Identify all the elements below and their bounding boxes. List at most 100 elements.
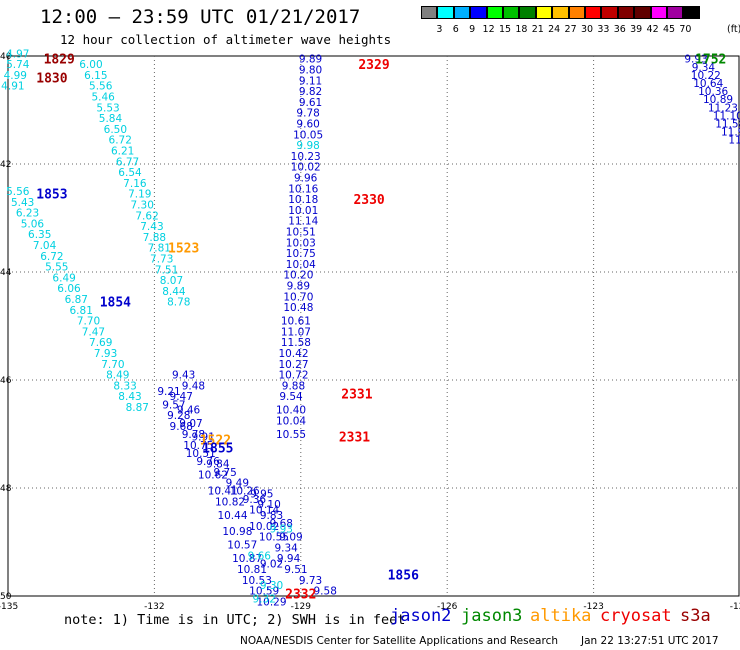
legend-altika: altika (530, 606, 592, 626)
pass-time-label: 1829 (44, 53, 75, 68)
wave-height-value: 6.81 (70, 305, 93, 317)
wave-height-value: 10.61 (281, 316, 311, 328)
wave-height-value: 10.22 (691, 70, 721, 82)
wave-height-value: 9.83 (260, 510, 283, 522)
wave-height-value: 7.69 (89, 337, 112, 349)
legend-cryosat: cryosat (600, 606, 672, 626)
wave-height-value: 9.54 (279, 391, 303, 403)
wave-height-value: 6.54 (118, 167, 142, 179)
note-text: note: 1) Time is in UTC; 2) SWH is in fe… (64, 612, 406, 628)
wave-height-value: 11.23 (708, 102, 738, 114)
lon-label: -123 (583, 602, 603, 612)
wave-height-value: 5.46 (91, 92, 115, 104)
wave-height-value: 9.89 (299, 54, 322, 66)
wave-height-value: 10.51 (186, 448, 216, 460)
lon-label: -129 (291, 602, 312, 612)
wave-height-value: 9.49 (226, 478, 249, 490)
wave-height-value: 5.56 (6, 186, 30, 198)
wave-height-value: 8.44 (162, 286, 186, 298)
wave-height-value: 5.06 (21, 218, 45, 230)
wave-height-value: 10.16 (288, 183, 318, 195)
colorbar-swatch (634, 6, 651, 19)
colorbar-tick: 3 (436, 24, 443, 35)
colorbar-swatch (585, 6, 602, 19)
wave-height-value: 6.77 (116, 156, 139, 168)
wave-height-value: 10.36 (698, 86, 728, 98)
wave-height-value: 4.99 (4, 70, 27, 82)
lat-label: 44 (0, 268, 12, 278)
wave-height-value: 7.81 (148, 243, 171, 255)
wave-height-value: 5.53 (96, 102, 119, 114)
wave-height-value: 9.68 (270, 518, 293, 530)
wave-height-value: 11.07 (281, 326, 311, 338)
wave-height-value: 10.62 (198, 470, 228, 482)
legend-s3a: s3a (680, 606, 711, 626)
colorbar-swatch (667, 6, 684, 19)
wave-height-value: 9.57 (162, 399, 185, 411)
pass-time-label: 2329 (358, 58, 389, 73)
wave-height-value: 6.50 (104, 124, 127, 136)
wave-height-value: 9.48 (182, 380, 205, 392)
wave-height-value: 9.76 (196, 456, 220, 468)
colorbar-tick: 6 (452, 24, 459, 35)
pass-time-label: 1522 (200, 433, 231, 448)
wave-height-value: 7.19 (128, 189, 151, 201)
wave-height-value: 10.51 (286, 227, 316, 239)
colorbar-swatch (552, 6, 569, 19)
wave-height-value: 10.23 (291, 151, 321, 163)
wave-height-value: 11.14 (288, 216, 318, 228)
wave-height-value: 9.58 (314, 586, 337, 598)
colorbar-tick: 30 (580, 24, 594, 35)
pass-time-label: 1853 (36, 188, 67, 203)
wave-height-value: 10.41 (208, 486, 238, 498)
lon-label: -120 (730, 602, 740, 612)
wave-height-value: 9.98 (296, 140, 319, 152)
pass-time-label: 2330 (353, 193, 384, 208)
wave-height-value: 9.95 (250, 488, 273, 500)
wave-height-value: 9.34 (274, 542, 298, 554)
colorbar-tick: 9 (469, 24, 476, 35)
wave-height-value: 8.49 (106, 370, 129, 382)
wave-height-value: 9.78 (182, 429, 205, 441)
wave-height-value: 10.55 (259, 532, 289, 544)
legend-jason3: jason3 (461, 606, 523, 626)
colorbar-tick: 15 (498, 24, 512, 35)
colorbar-tick: 18 (515, 24, 528, 35)
wave-height-value: 9.32 (253, 594, 276, 606)
wave-height-value: 10.40 (276, 405, 306, 417)
colorbar-swatch (683, 6, 700, 19)
colorbar-tick: 45 (662, 24, 676, 35)
wave-height-value: 11.58 (715, 119, 740, 131)
wave-height-value: 6.21 (111, 146, 134, 158)
wave-height-value: 9.91 (192, 432, 215, 444)
wave-height-value: 7.70 (77, 316, 100, 328)
wave-height-value: 11 (728, 135, 740, 147)
wave-height-value: 10.04 (286, 259, 316, 271)
colorbar-swatch (486, 6, 503, 19)
lon-label: -135 (0, 602, 18, 612)
wave-height-value: 5.43 (11, 197, 34, 209)
pass-time-label: 2331 (341, 388, 372, 403)
wave-height-value: 11.58 (281, 337, 311, 349)
wave-height-value: 6.72 (109, 135, 132, 147)
wave-height-value: 9.88 (282, 380, 305, 392)
wave-height-value: 9.84 (206, 459, 230, 471)
wave-height-value: 8.78 (167, 297, 190, 309)
wave-height-value: 10.57 (227, 540, 257, 552)
colorbar-swatch (568, 6, 585, 19)
wave-height-value: 9.80 (299, 65, 322, 77)
wave-height-value: 11.9 (721, 127, 740, 139)
colorbar-tick: 27 (564, 24, 577, 35)
wave-height-value: 9.46 (177, 405, 201, 417)
lat-label: 42 (0, 160, 11, 170)
wave-height-value: 10.18 (288, 194, 318, 206)
wave-height-value: 7.73 (150, 254, 173, 266)
lat-label: 50 (0, 592, 12, 602)
colorbar-tick: 12 (482, 24, 495, 35)
colorbar-swatch (470, 6, 487, 19)
wave-height-value: 10.64 (693, 78, 723, 90)
wave-height-value: 10.81 (237, 564, 267, 576)
legend-jason2: jason2 (390, 606, 452, 626)
pass-time-label: 2332 (285, 587, 316, 602)
wave-height-value: 9.43 (172, 370, 195, 382)
